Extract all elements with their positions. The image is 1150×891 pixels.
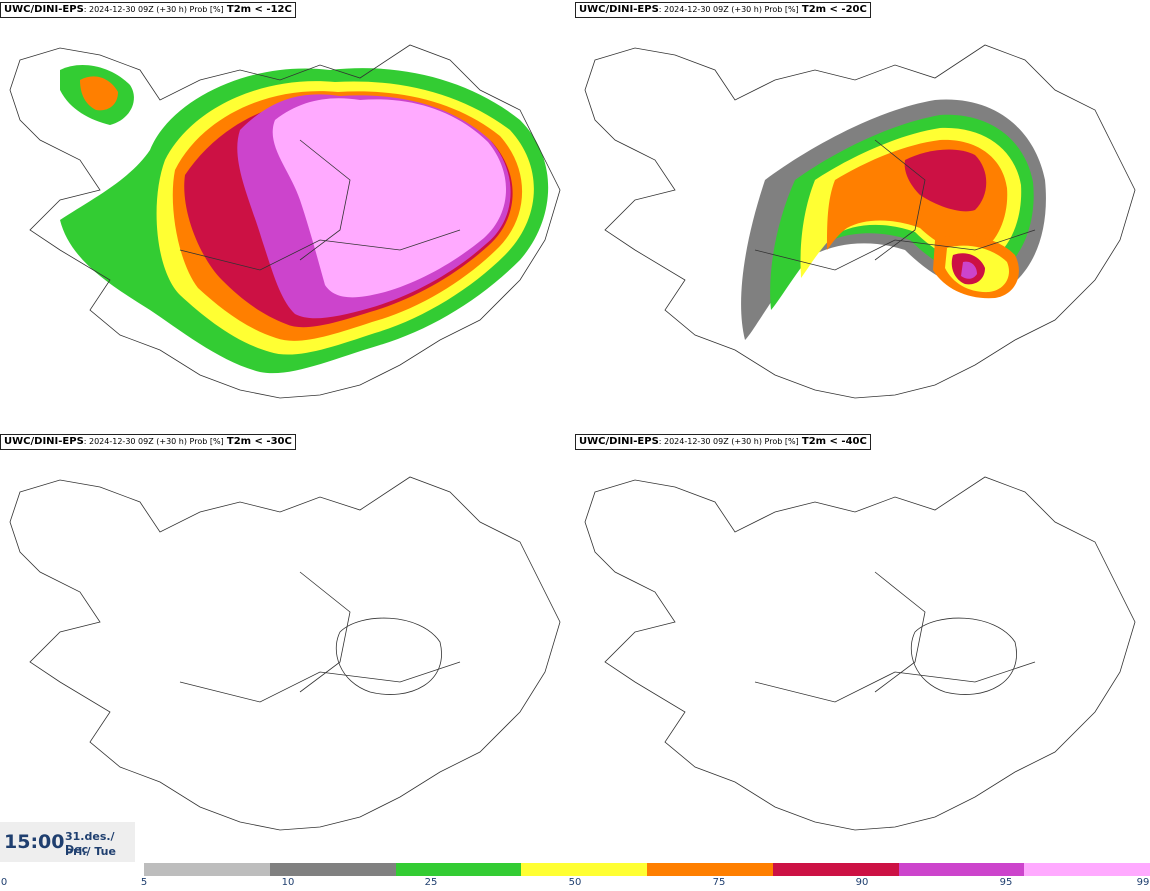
map-panel-t2m-minus12: UWC/DINI-EPS: 2024-12-30 09Z (+30 h) Pro… xyxy=(0,0,575,432)
coastline xyxy=(9,476,561,831)
colorbar-segment xyxy=(521,863,647,876)
colorbar-segment xyxy=(647,863,773,876)
panel-title: UWC/DINI-EPS: 2024-12-30 09Z (+30 h) Pro… xyxy=(0,2,296,18)
map-panel-t2m-minus20: UWC/DINI-EPS: 2024-12-30 09Z (+30 h) Pro… xyxy=(575,0,1150,432)
probability-field xyxy=(741,99,1046,340)
colorbar-tick: 25 xyxy=(424,877,438,888)
panel-title: UWC/DINI-EPS: 2024-12-30 09Z (+30 h) Pro… xyxy=(0,434,296,450)
map-panel-t2m-minus40: UWC/DINI-EPS: 2024-12-30 09Z (+30 h) Pro… xyxy=(575,432,1150,864)
colorbar-tick: 5 xyxy=(140,877,148,888)
colorbar-tick: 10 xyxy=(281,877,295,888)
probability-field xyxy=(60,65,549,374)
colorbar-segment xyxy=(772,863,899,876)
iceland-map-12 xyxy=(9,44,561,399)
valid-date: 31.des./ Dec xyxy=(65,830,115,856)
colorbar-tick: 75 xyxy=(712,877,726,888)
coastline xyxy=(584,44,1136,399)
colorbar-tick: 90 xyxy=(855,877,869,888)
colorbar-tick: 95 xyxy=(999,877,1013,888)
valid-time-box: 15:00 31.des./ Dec Þri./ Tue xyxy=(0,822,135,862)
colorbar-segment xyxy=(144,863,270,876)
colorbar-segment xyxy=(269,863,396,876)
coastline xyxy=(584,476,1136,831)
iceland-map-40 xyxy=(584,476,1136,831)
colorbar-segment xyxy=(1024,863,1150,876)
colorbar-segment xyxy=(395,863,522,876)
colorbar-tick: 50 xyxy=(568,877,582,888)
colorbar-tick: 99 xyxy=(1136,877,1150,888)
iceland-map-30 xyxy=(9,476,561,831)
coastline xyxy=(9,44,561,399)
iceland-map-20 xyxy=(584,44,1136,399)
colorbar-tick: 0 xyxy=(0,877,8,888)
map-panel-t2m-minus30: UWC/DINI-EPS: 2024-12-30 09Z (+30 h) Pro… xyxy=(0,432,575,864)
valid-time: 15:00 xyxy=(4,831,65,853)
probability-colorbar xyxy=(144,863,1150,876)
valid-weekday: Þri./ Tue xyxy=(65,845,116,858)
colorbar-segment xyxy=(898,863,1025,876)
panel-title: UWC/DINI-EPS: 2024-12-30 09Z (+30 h) Pro… xyxy=(575,2,871,18)
panel-title: UWC/DINI-EPS: 2024-12-30 09Z (+30 h) Pro… xyxy=(575,434,871,450)
